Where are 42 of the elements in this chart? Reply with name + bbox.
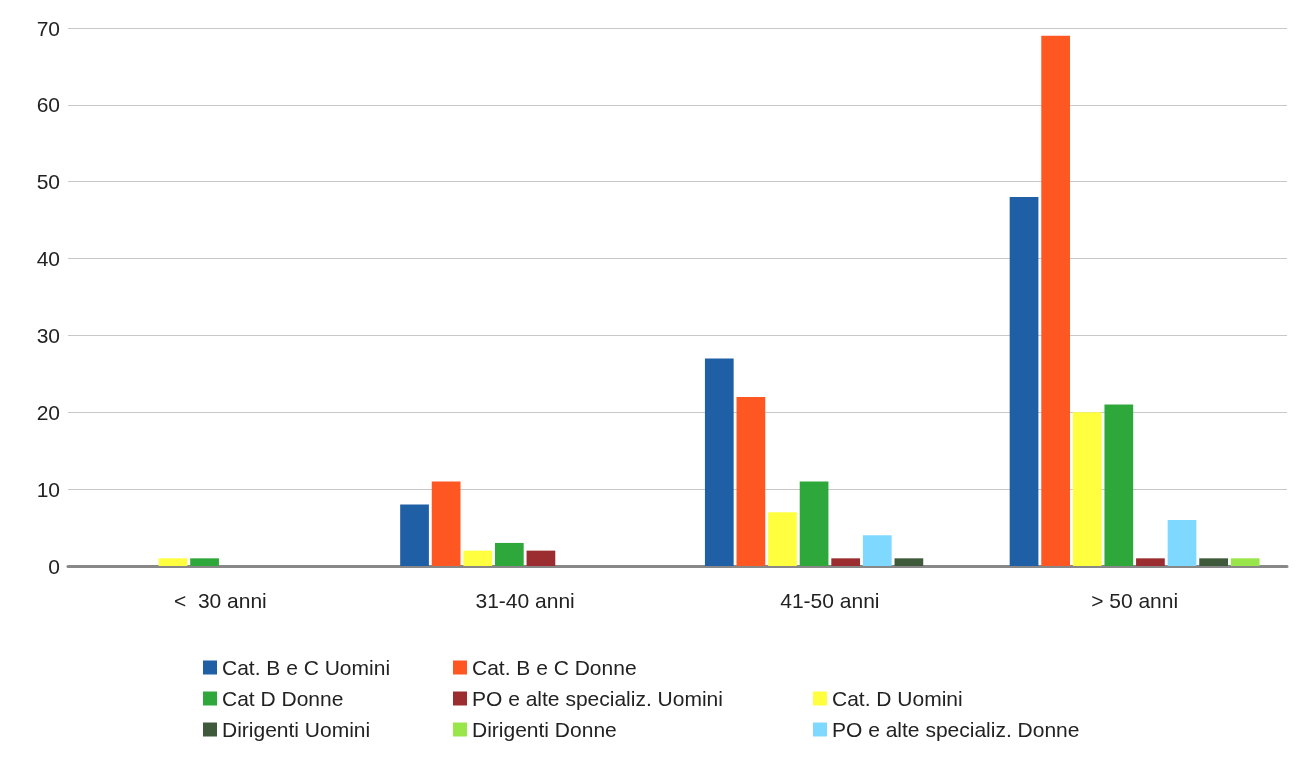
bar (799, 481, 829, 566)
y-tick-label: 60 (36, 93, 60, 117)
y-tick-label: 70 (36, 16, 60, 40)
y-tick-label: 50 (36, 170, 60, 194)
legend-label: Dirigenti Uomini (222, 718, 371, 741)
bar (190, 558, 219, 566)
bar (431, 481, 461, 566)
bar (1104, 404, 1134, 566)
bar (1009, 197, 1039, 566)
y-tick-label: 40 (36, 247, 60, 271)
bar (736, 396, 766, 566)
bar (768, 512, 797, 566)
bar (831, 558, 861, 566)
legend-label: Cat. B e C Donne (472, 656, 637, 679)
y-tick-label: 0 (48, 554, 60, 578)
x-tick-label: < 30 anni (173, 589, 267, 612)
bar (400, 504, 429, 566)
bar (1041, 35, 1070, 566)
bar (1167, 519, 1197, 566)
x-tick-label: 31-40 anni (475, 589, 575, 612)
y-tick-label: 20 (36, 400, 60, 424)
x-tick-label: 41-50 anni (780, 589, 880, 612)
y-tick-label: 10 (36, 477, 60, 501)
bar (158, 558, 188, 566)
bar (704, 358, 734, 566)
legend-label: Cat. D Uomini (832, 687, 963, 710)
legend-label: Cat D Donne (222, 687, 344, 710)
bar (1136, 558, 1165, 566)
bar (1199, 558, 1228, 566)
legend-label: PO e alte specializ. Uomini (472, 687, 723, 710)
legend-label: Dirigenti Donne (472, 718, 617, 741)
y-tick-label: 30 (36, 323, 60, 347)
legend-label: PO e alte specializ. Donne (832, 718, 1080, 741)
bar (463, 550, 493, 566)
bar (1072, 412, 1102, 566)
bar (862, 535, 892, 566)
x-tick-label: > 50 anni (1091, 589, 1179, 612)
bar (494, 542, 524, 566)
bar (894, 558, 924, 566)
bar (1230, 558, 1260, 566)
legend-label: Cat. B e C Uomini (222, 656, 391, 679)
bar (526, 550, 556, 566)
